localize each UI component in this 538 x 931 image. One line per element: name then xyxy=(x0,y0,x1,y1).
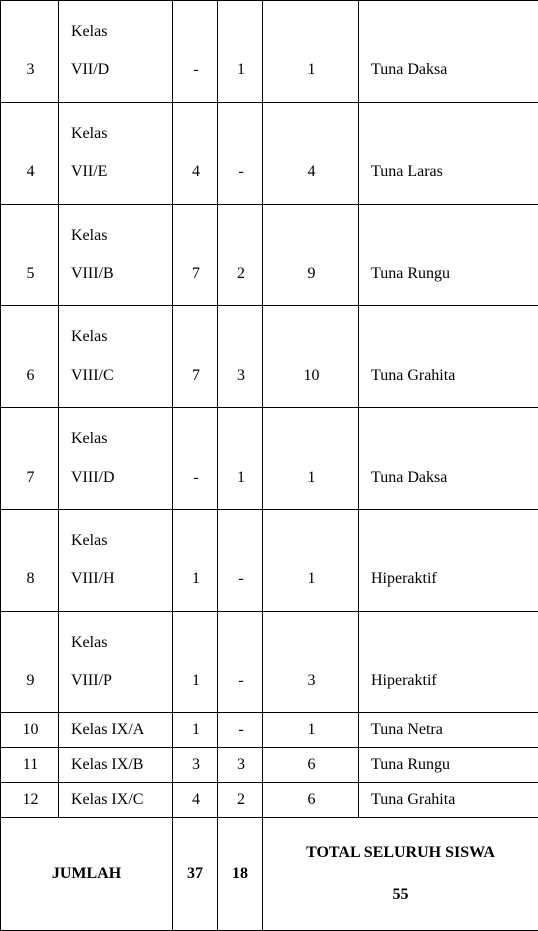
student-table: 3KelasVII/D - 1 1 Tuna Daksa 4KelasVII/E… xyxy=(0,0,538,931)
footer-total-bottom: 55 xyxy=(393,886,409,903)
table-footer-row: JUMLAH 37 18 TOTAL SELURUH SISWA 55 xyxy=(1,818,538,930)
table-row: 10Kelas IX/A1-1Tuna Netra xyxy=(1,713,538,748)
cell-col-b: - xyxy=(218,611,263,713)
cell-desc: Hiperaktif xyxy=(359,611,538,713)
cell-col-b: 1 xyxy=(218,408,263,510)
cell-no: 12 xyxy=(1,783,59,818)
cell-desc: Hiperaktif xyxy=(359,509,538,611)
cell-col-b: 2 xyxy=(218,204,263,306)
cell-col-c: 1 xyxy=(263,509,359,611)
cell-no: 10 xyxy=(1,713,59,748)
cell-col-c: 6 xyxy=(263,783,359,818)
cell-no: 5 xyxy=(1,204,59,306)
cell-kelas: KelasVII/D xyxy=(59,1,173,103)
cell-kelas: KelasVIII/D xyxy=(59,408,173,510)
cell-col-a: 7 xyxy=(173,306,218,408)
cell-kelas: KelasVIII/H xyxy=(59,509,173,611)
cell-col-b: 3 xyxy=(218,306,263,408)
cell-desc: Tuna Grahita xyxy=(359,783,538,818)
cell-col-a: - xyxy=(173,408,218,510)
table-row: 11Kelas IX/B336Tuna Rungu xyxy=(1,748,538,783)
cell-desc: Tuna Daksa xyxy=(359,408,538,510)
cell-desc: Tuna Rungu xyxy=(359,748,538,783)
cell-col-a: 7 xyxy=(173,204,218,306)
table-row: 8KelasVIII/H 1 - 1 Hiperaktif xyxy=(1,509,538,611)
cell-no: 9 xyxy=(1,611,59,713)
footer-sum-b: 18 xyxy=(218,818,263,930)
cell-col-b: 1 xyxy=(218,1,263,103)
cell-kelas: KelasVIII/P xyxy=(59,611,173,713)
cell-col-a: 1 xyxy=(173,509,218,611)
table-row: 12Kelas IX/C426Tuna Grahita xyxy=(1,783,538,818)
cell-kelas: KelasVII/E xyxy=(59,102,173,204)
cell-desc: Tuna Laras xyxy=(359,102,538,204)
cell-col-a: 3 xyxy=(173,748,218,783)
cell-col-c: 1 xyxy=(263,713,359,748)
cell-desc: Tuna Daksa xyxy=(359,1,538,103)
cell-no: 6 xyxy=(1,306,59,408)
footer-total-top: TOTAL SELURUH SISWA xyxy=(306,844,495,861)
cell-col-a: 1 xyxy=(173,713,218,748)
cell-desc: Tuna Grahita xyxy=(359,306,538,408)
cell-kelas: Kelas IX/C xyxy=(59,783,173,818)
cell-kelas: Kelas IX/A xyxy=(59,713,173,748)
cell-no: 4 xyxy=(1,102,59,204)
cell-no: 8 xyxy=(1,509,59,611)
cell-col-b: 2 xyxy=(218,783,263,818)
cell-col-c: 1 xyxy=(263,408,359,510)
table-row: 4KelasVII/E 4 - 4 Tuna Laras xyxy=(1,102,538,204)
cell-kelas: KelasVIII/C xyxy=(59,306,173,408)
table-row: 5KelasVIII/B 7 2 9 Tuna Rungu xyxy=(1,204,538,306)
footer-sum-a: 37 xyxy=(173,818,218,930)
cell-no: 7 xyxy=(1,408,59,510)
table-row: 7KelasVIII/D - 1 1 Tuna Daksa xyxy=(1,408,538,510)
cell-col-b: - xyxy=(218,509,263,611)
cell-col-c: 10 xyxy=(263,306,359,408)
cell-col-c: 9 xyxy=(263,204,359,306)
cell-col-c: 3 xyxy=(263,611,359,713)
cell-col-b: 3 xyxy=(218,748,263,783)
table-row: 6KelasVIII/C 7 3 10 Tuna Grahita xyxy=(1,306,538,408)
cell-col-a: 1 xyxy=(173,611,218,713)
table-row: 9KelasVIII/P 1 - 3 Hiperaktif xyxy=(1,611,538,713)
footer-total: TOTAL SELURUH SISWA 55 xyxy=(263,818,538,930)
cell-kelas: Kelas IX/B xyxy=(59,748,173,783)
cell-col-a: 4 xyxy=(173,783,218,818)
cell-kelas: KelasVIII/B xyxy=(59,204,173,306)
cell-col-c: 6 xyxy=(263,748,359,783)
cell-col-a: 4 xyxy=(173,102,218,204)
table-body: 3KelasVII/D - 1 1 Tuna Daksa 4KelasVII/E… xyxy=(1,1,538,818)
cell-no: 3 xyxy=(1,1,59,103)
cell-col-b: - xyxy=(218,713,263,748)
table-row: 3KelasVII/D - 1 1 Tuna Daksa xyxy=(1,1,538,103)
footer-jumlah-label: JUMLAH xyxy=(1,818,173,930)
cell-desc: Tuna Netra xyxy=(359,713,538,748)
cell-col-b: - xyxy=(218,102,263,204)
cell-col-a: - xyxy=(173,1,218,103)
cell-no: 11 xyxy=(1,748,59,783)
cell-col-c: 1 xyxy=(263,1,359,103)
cell-desc: Tuna Rungu xyxy=(359,204,538,306)
cell-col-c: 4 xyxy=(263,102,359,204)
